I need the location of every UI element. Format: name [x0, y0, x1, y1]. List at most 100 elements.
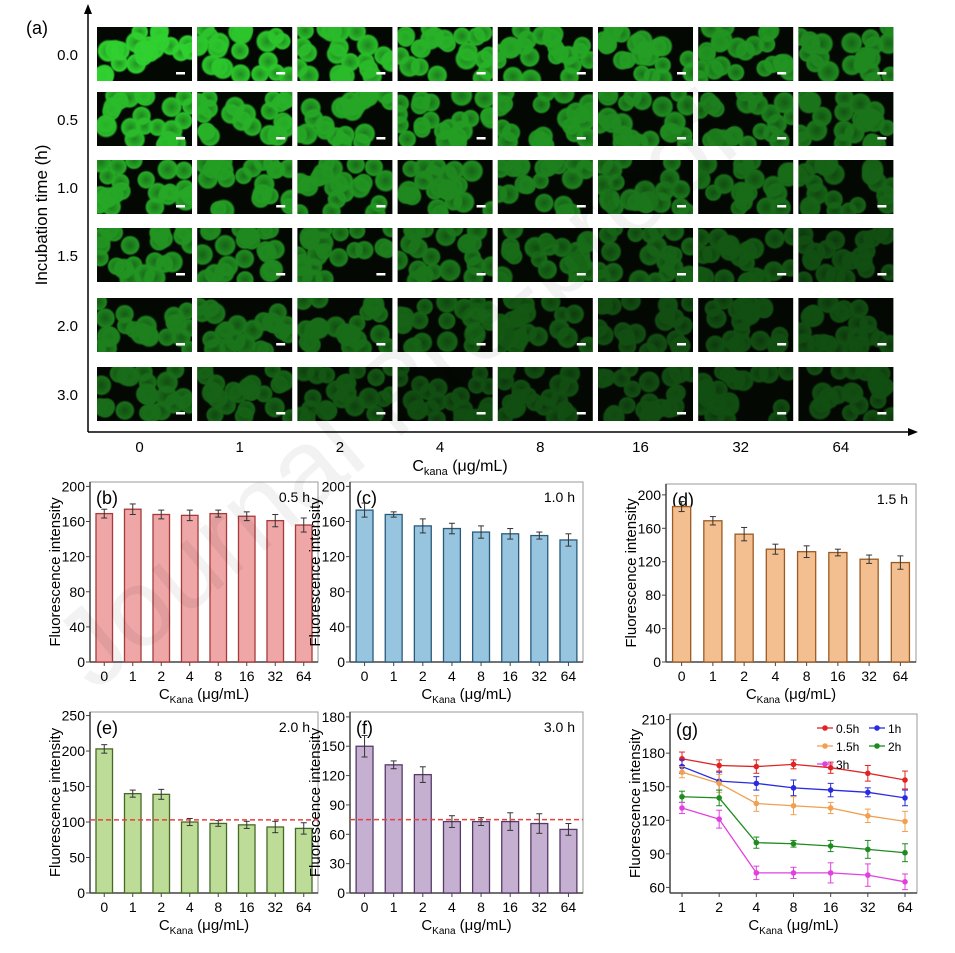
bead — [200, 54, 223, 77]
micrograph — [97, 160, 192, 214]
micrograph — [297, 367, 393, 421]
bead — [397, 46, 411, 66]
bead — [658, 167, 681, 190]
bead — [477, 60, 493, 81]
bar — [442, 527, 462, 663]
bead — [529, 250, 549, 269]
y-tick-label: 30 — [329, 856, 345, 872]
bead — [297, 175, 320, 198]
bead — [704, 334, 726, 352]
beads — [698, 228, 794, 282]
bead — [479, 105, 493, 130]
beads — [805, 367, 894, 421]
scale-bar — [176, 205, 185, 208]
bead — [421, 246, 442, 267]
row-label: 3.0 — [57, 387, 78, 404]
y-axis-label: Fluorescence intensity — [627, 728, 644, 878]
bead — [825, 201, 845, 214]
x-label-unit: (μg/mL) — [456, 917, 512, 934]
bead — [324, 379, 348, 403]
bead — [497, 184, 509, 204]
bead — [523, 367, 547, 380]
bead — [269, 374, 290, 395]
bar — [671, 505, 692, 663]
micrograph — [497, 367, 593, 421]
bead — [765, 113, 789, 136]
micrograph — [698, 27, 794, 81]
bead — [348, 228, 367, 240]
scale-bar — [677, 343, 686, 346]
micrograph — [397, 92, 493, 146]
bar — [384, 513, 403, 663]
bead — [481, 199, 493, 214]
bead — [776, 165, 794, 188]
chart-d: 0 40 80 120 160 200 0 1 2 4 8 16 32 64 Fluorescence in… — [623, 483, 917, 706]
bead — [308, 298, 330, 310]
chart-f: 0 30 60 90 120 150 180 0 1 2 4 8 16 32 64 Fluorescence … — [307, 709, 584, 937]
beads — [297, 92, 393, 146]
y-tick-label: 40 — [69, 619, 85, 635]
bead — [741, 160, 763, 172]
bead — [598, 260, 609, 281]
micrograph — [97, 92, 192, 146]
col-label: 32 — [732, 439, 749, 456]
bead — [146, 181, 169, 204]
beads — [297, 228, 393, 282]
bead — [201, 228, 223, 241]
x-label-unit: (μg/mL) — [193, 686, 249, 703]
bead — [663, 110, 687, 135]
bead — [497, 94, 515, 114]
bead — [426, 409, 447, 421]
x-label-main: C — [159, 917, 170, 934]
y-tick-label: 150 — [642, 779, 666, 795]
bead — [637, 370, 661, 394]
bead — [251, 339, 271, 352]
bar — [123, 792, 142, 894]
micrograph — [798, 27, 894, 81]
scale-bar — [877, 137, 887, 140]
scale-bar — [576, 72, 586, 75]
scale-bar — [677, 205, 686, 208]
data-point — [865, 813, 871, 819]
bead — [352, 338, 373, 352]
x-tick-label: 4 — [448, 668, 456, 684]
x-tick-label: 64 — [561, 899, 577, 915]
beads — [397, 160, 493, 214]
bar — [559, 828, 578, 894]
x-label-unit: (μg/mL) — [780, 686, 836, 703]
bar — [734, 533, 754, 663]
bead — [397, 28, 416, 48]
bead — [860, 160, 885, 185]
x-tick-label: 4 — [186, 668, 194, 684]
bead — [651, 95, 674, 119]
bead — [810, 32, 834, 56]
bead — [504, 395, 528, 419]
micrograph — [698, 367, 794, 421]
bead — [101, 196, 122, 214]
x-tick-label: 64 — [893, 668, 909, 684]
x-tick-label: 16 — [502, 668, 518, 684]
scale-bar — [877, 273, 887, 276]
scale-bar — [777, 273, 787, 276]
scale-bar — [276, 72, 286, 75]
bar — [442, 820, 462, 894]
y-tick-label: 90 — [329, 797, 345, 813]
x-tick-label: 0 — [100, 668, 108, 684]
bead — [771, 53, 790, 72]
bead — [698, 266, 716, 282]
micrograph — [97, 27, 192, 81]
bead — [698, 380, 711, 399]
bead — [411, 331, 434, 352]
x-tick-label: 4 — [771, 668, 779, 684]
bar — [355, 509, 374, 663]
scale-bar — [877, 412, 887, 415]
bead — [353, 122, 376, 145]
bead — [104, 92, 124, 106]
time-annotation: 0.5 h — [279, 489, 310, 505]
scale-bar — [376, 273, 386, 276]
beads — [97, 367, 192, 421]
bead — [798, 123, 811, 144]
scale-bar — [576, 343, 586, 346]
bead — [698, 68, 710, 81]
row-label: 2.0 — [57, 318, 78, 335]
